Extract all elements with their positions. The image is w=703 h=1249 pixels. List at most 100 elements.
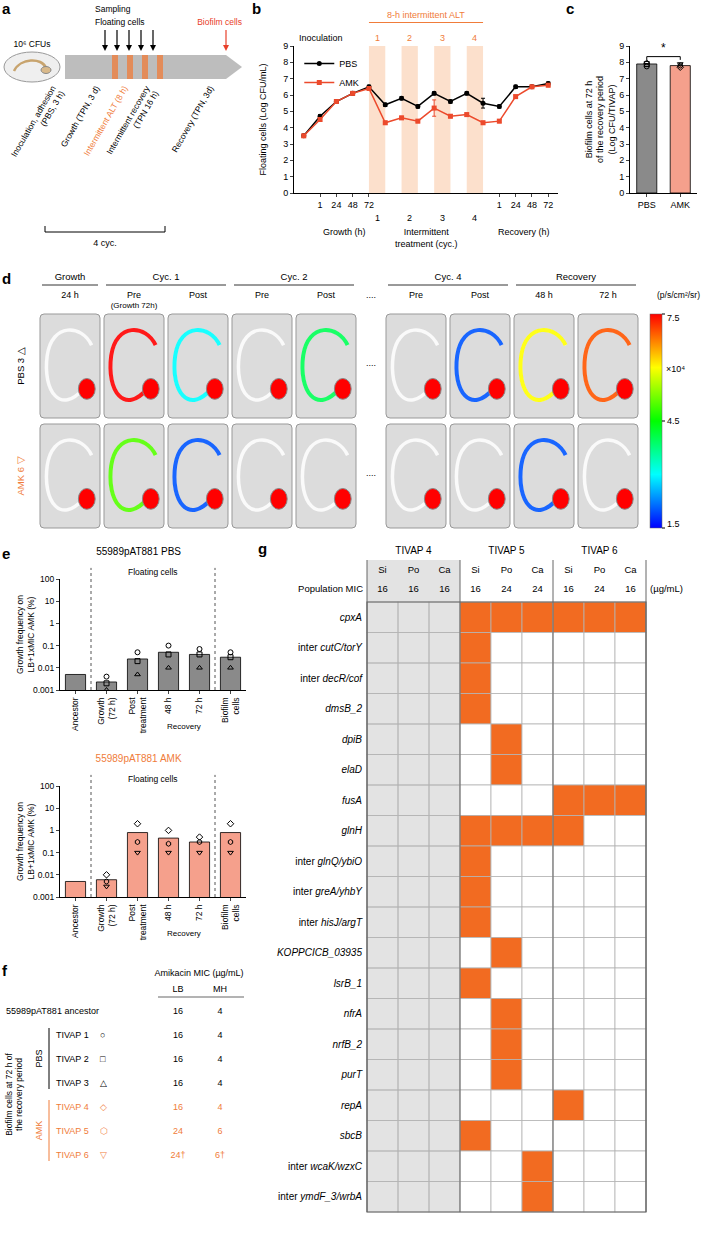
svg-text:48 h: 48 h: [163, 904, 173, 921]
svg-text:Si: Si: [378, 564, 386, 575]
svg-text:PBS: PBS: [638, 200, 656, 210]
svg-text:24: 24: [501, 583, 512, 594]
svg-text:TIVAP 4: TIVAP 4: [395, 545, 432, 556]
svg-text:TIVAP 2: TIVAP 2: [56, 1054, 89, 1064]
svg-text:0: 0: [283, 188, 288, 198]
svg-text:24: 24: [532, 583, 543, 594]
svg-text:Floating cells (Log CFU/mL): Floating cells (Log CFU/mL): [258, 63, 268, 175]
svg-text:TIVAP 6: TIVAP 6: [581, 545, 618, 556]
svg-text:0.1: 0.1: [42, 641, 54, 651]
svg-text:Si: Si: [471, 564, 479, 575]
svg-text:16: 16: [625, 583, 636, 594]
svg-text:4.5: 4.5: [667, 416, 680, 426]
svg-text:10: 10: [45, 596, 55, 606]
svg-text:Posttreatment: Posttreatment: [127, 697, 148, 734]
svg-text:Intermittenttreatment (cyc.): Intermittenttreatment (cyc.): [395, 227, 458, 249]
svg-text:1: 1: [50, 618, 55, 628]
svg-text:inter hisJ/argT: inter hisJ/argT: [299, 917, 363, 928]
svg-text:Intermittent recovery(TPN 16 h: Intermittent recovery(TPN 16 h): [104, 83, 160, 161]
svg-text:Biofilm cells at 72 hof the re: Biofilm cells at 72 hof the recovery per…: [584, 76, 617, 163]
svg-text:1: 1: [50, 825, 55, 835]
svg-text:0: 0: [619, 188, 624, 198]
svg-text:Population MIC: Population MIC: [298, 583, 363, 594]
svg-text:3: 3: [440, 213, 445, 223]
svg-text:□: □: [100, 1054, 106, 1064]
svg-text:TIVAP 5: TIVAP 5: [56, 1126, 89, 1136]
svg-text:Growth: Growth: [55, 271, 86, 282]
svg-text:Post: Post: [317, 290, 336, 300]
svg-text:TIVAP 1: TIVAP 1: [56, 1030, 89, 1040]
svg-text:sbcB: sbcB: [340, 1130, 363, 1141]
svg-text:5: 5: [619, 106, 624, 116]
svg-text:72: 72: [364, 200, 374, 210]
svg-text:PBS 3 △: PBS 3 △: [15, 347, 26, 385]
svg-text:8: 8: [283, 57, 288, 67]
svg-text:4: 4: [217, 1030, 222, 1040]
svg-text:Cyc. 2: Cyc. 2: [281, 271, 308, 282]
svg-text:Si: Si: [564, 564, 572, 575]
svg-text:6: 6: [283, 90, 288, 100]
svg-text:10: 10: [45, 803, 55, 813]
svg-text:2: 2: [619, 155, 624, 165]
svg-text:16: 16: [470, 583, 481, 594]
svg-text:◇: ◇: [100, 1102, 107, 1112]
svg-text:100: 100: [40, 781, 54, 791]
svg-text:▽: ▽: [100, 1150, 107, 1160]
svg-text:TIVAP 4: TIVAP 4: [56, 1102, 89, 1112]
svg-text:AMK: AMK: [339, 78, 359, 88]
svg-text:Growth frequency onLB+1xMIC AM: Growth frequency onLB+1xMIC AMK (%): [15, 802, 36, 881]
svg-text:9: 9: [283, 41, 288, 51]
svg-text:glnH: glnH: [341, 825, 362, 836]
svg-text:Cyc. 1: Cyc. 1: [153, 271, 180, 282]
svg-text:Pre: Pre: [255, 290, 269, 300]
svg-text:Recovery: Recovery: [167, 929, 201, 938]
svg-text:4: 4: [472, 213, 477, 223]
svg-text:Inoculation: Inoculation: [299, 33, 343, 43]
svg-text:2: 2: [407, 33, 412, 43]
svg-text:48 h: 48 h: [163, 697, 173, 714]
svg-text:Growth(72 h): Growth(72 h): [96, 697, 117, 725]
svg-text:72 h: 72 h: [194, 697, 204, 714]
svg-text:16: 16: [173, 1054, 183, 1064]
svg-text:Floating cells: Floating cells: [128, 774, 178, 784]
svg-text:Cyc. 4: Cyc. 4: [435, 271, 462, 282]
svg-text:Growth (h): Growth (h): [323, 227, 366, 237]
svg-text:Biofilmcells: Biofilmcells: [220, 697, 241, 723]
svg-text:3: 3: [440, 33, 445, 43]
svg-text:×10⁴: ×10⁴: [666, 364, 685, 374]
svg-text:2: 2: [283, 155, 288, 165]
svg-text:LB: LB: [172, 984, 183, 994]
svg-text:nrfB_2: nrfB_2: [333, 1039, 363, 1050]
svg-text:72 h: 72 h: [599, 290, 617, 300]
svg-text:Sampling: Sampling: [95, 4, 131, 14]
svg-text:Biofilm cells: Biofilm cells: [197, 17, 242, 27]
svg-text:7.5: 7.5: [667, 313, 680, 323]
svg-text:1.5: 1.5: [667, 519, 680, 529]
svg-text:lsrB_1: lsrB_1: [334, 978, 362, 989]
svg-text:inter cutC/torY: inter cutC/torY: [298, 642, 363, 653]
svg-text:inter wcaK/wzxC: inter wcaK/wzxC: [288, 1161, 363, 1172]
svg-text:8-h intermittent ALT: 8-h intermittent ALT: [387, 10, 465, 20]
svg-text:Ancestor: Ancestor: [70, 904, 80, 938]
svg-text:....: ....: [366, 358, 376, 368]
svg-text:48: 48: [348, 200, 358, 210]
svg-text:Pre: Pre: [409, 290, 423, 300]
svg-text:55989pAT881 ancestor: 55989pAT881 ancestor: [6, 1006, 99, 1016]
svg-text:48 h: 48 h: [535, 290, 553, 300]
svg-text:TIVAP 3: TIVAP 3: [56, 1078, 89, 1088]
svg-text:Growth(72 h): Growth(72 h): [96, 904, 117, 932]
svg-text:24: 24: [594, 583, 605, 594]
svg-text:purT: purT: [340, 1069, 362, 1080]
svg-text:16: 16: [173, 1006, 183, 1016]
svg-text:Post: Post: [471, 290, 490, 300]
svg-text:100: 100: [40, 574, 54, 584]
svg-text:Recovery: Recovery: [556, 271, 596, 282]
svg-text:MH: MH: [213, 984, 227, 994]
svg-text:Ca: Ca: [438, 564, 451, 575]
svg-text:TIVAP 6: TIVAP 6: [56, 1150, 89, 1160]
svg-text:55989pAT881 PBS: 55989pAT881 PBS: [96, 546, 181, 557]
svg-text:4 cyc.: 4 cyc.: [93, 238, 117, 248]
svg-text:1: 1: [318, 200, 323, 210]
svg-text:4: 4: [217, 1102, 222, 1112]
svg-text:72: 72: [543, 200, 553, 210]
